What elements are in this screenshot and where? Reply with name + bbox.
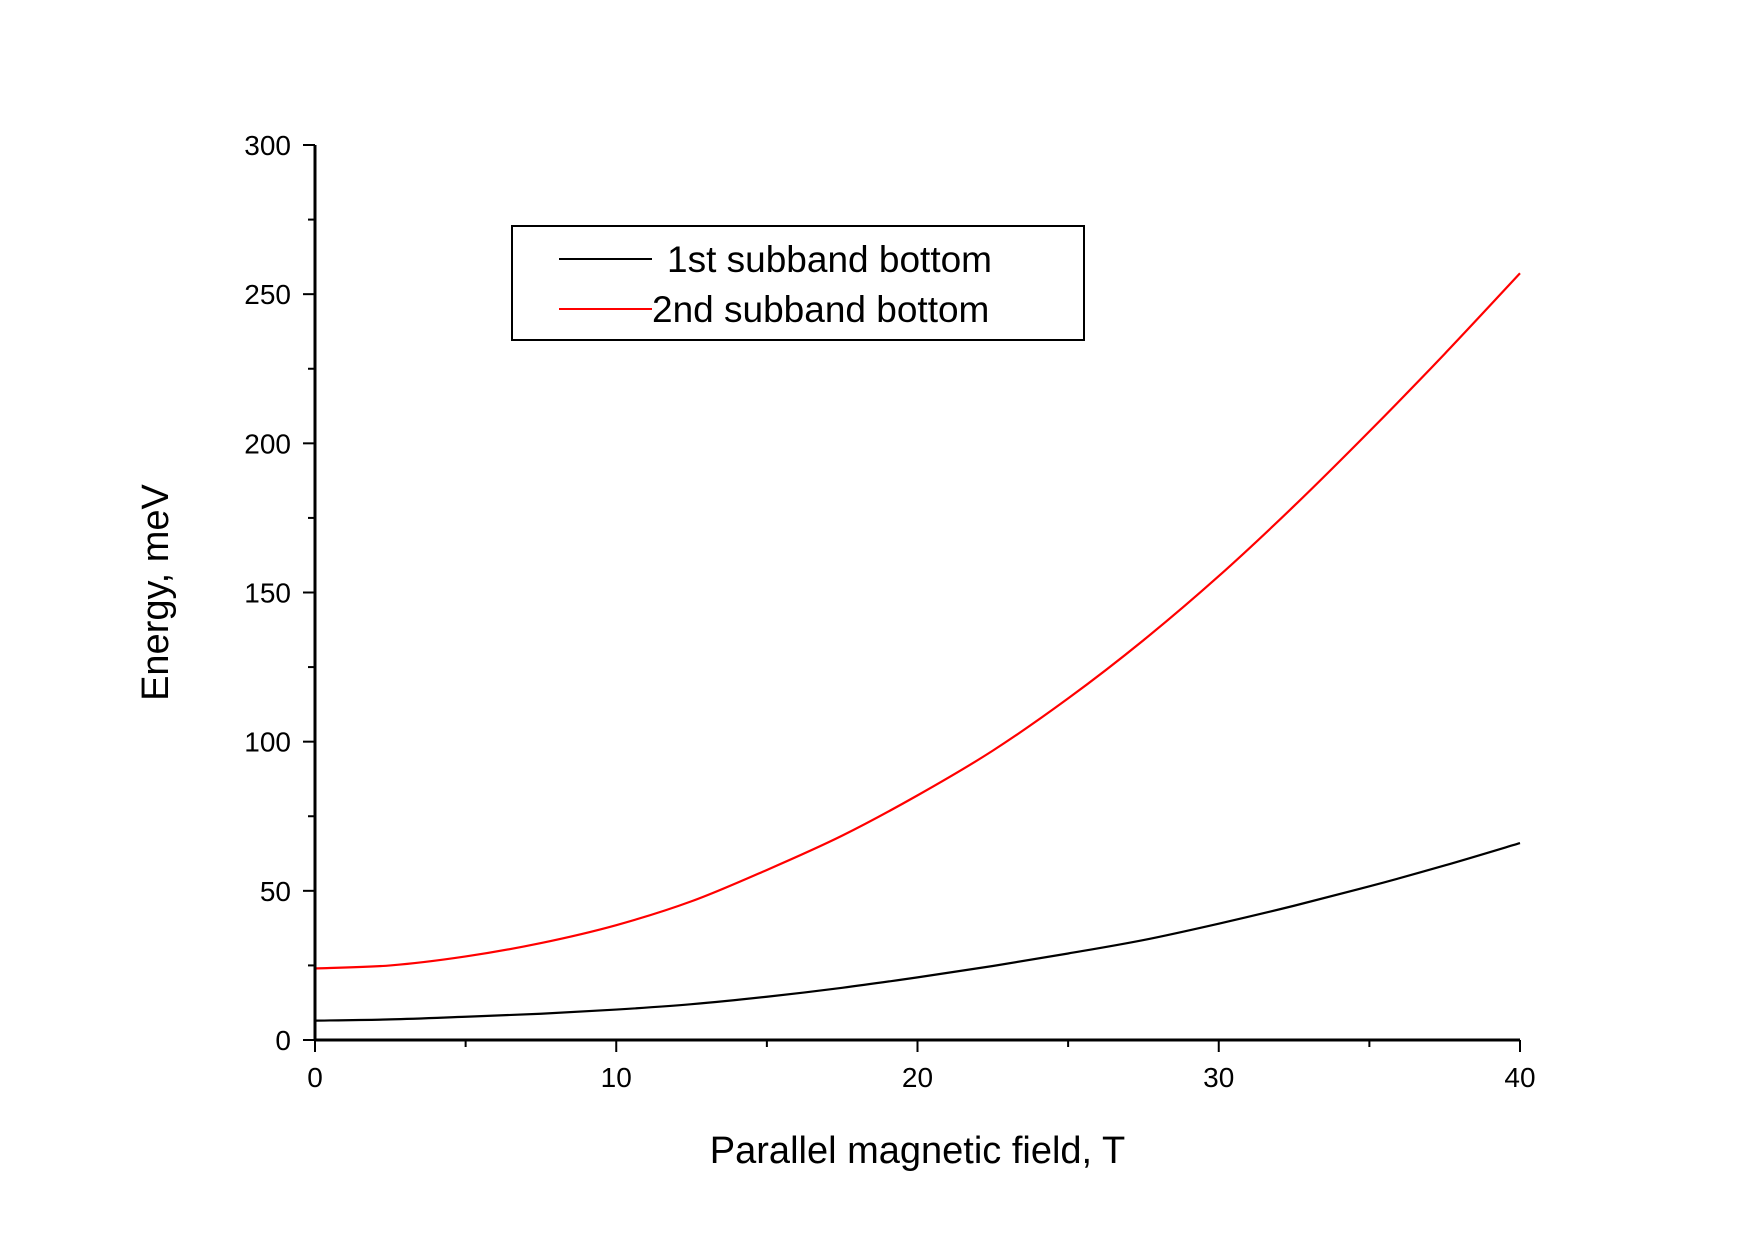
y-tick-label: 100 bbox=[244, 727, 291, 758]
y-tick-label: 50 bbox=[260, 876, 291, 907]
x-tick-label: 0 bbox=[307, 1062, 323, 1093]
x-axis-title: Parallel magnetic field, T bbox=[710, 1130, 1125, 1172]
legend-label: 2nd subband bottom bbox=[652, 289, 989, 330]
x-tick-label: 40 bbox=[1504, 1062, 1535, 1093]
y-tick-label: 250 bbox=[244, 279, 291, 310]
legend-box bbox=[511, 225, 1085, 341]
x-tick-label: 30 bbox=[1203, 1062, 1234, 1093]
legend: 1st subband bottom 2nd subband bottom bbox=[511, 225, 1085, 341]
y-tick-label: 300 bbox=[244, 130, 291, 161]
x-tick-label: 10 bbox=[601, 1062, 632, 1093]
plot-area bbox=[314, 272, 1521, 1022]
x-tick-label: 20 bbox=[902, 1062, 933, 1093]
y-axis: 0 50 100 150 200 250 300 bbox=[244, 130, 317, 1056]
y-tick-label: 200 bbox=[244, 428, 291, 459]
x-axis: 0 10 20 30 40 bbox=[307, 1038, 1536, 1093]
series-line-1 bbox=[314, 842, 1521, 1022]
y-axis-title: Energy, meV bbox=[135, 483, 177, 700]
series-line-2 bbox=[314, 272, 1521, 970]
legend-label: 1st subband bottom bbox=[667, 239, 992, 280]
y-tick-label: 150 bbox=[244, 578, 291, 609]
y-tick-label: 0 bbox=[275, 1025, 291, 1056]
